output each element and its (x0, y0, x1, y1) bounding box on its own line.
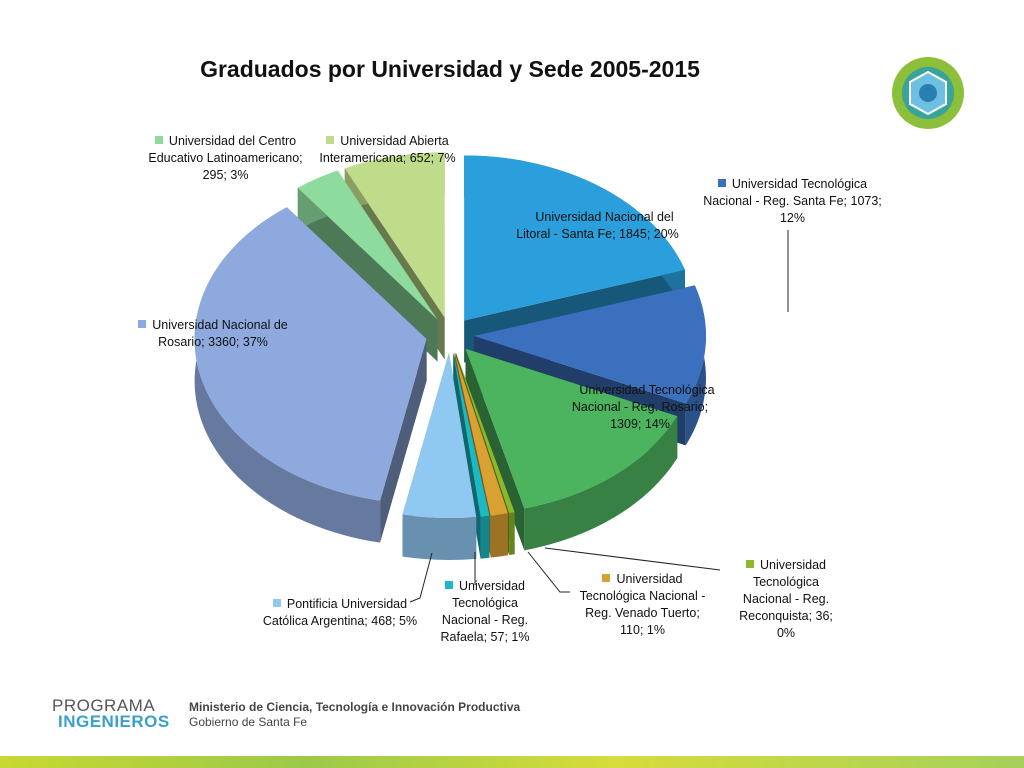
legend-key (602, 574, 611, 582)
slice-side (509, 512, 515, 556)
slice-side (524, 416, 678, 551)
data-label: Pontificia Universidad Católica Argentin… (255, 596, 425, 630)
slice (194, 207, 427, 501)
slice (297, 170, 438, 320)
data-label: Universidad Tecnológica Nacional - Reg. … (575, 571, 710, 639)
slice (465, 348, 678, 509)
label-text: Universidad Abierta Interamericana; 652;… (319, 134, 456, 165)
legend-key (326, 136, 335, 144)
data-label: Universidad Tecnológica Nacional - Reg. … (430, 578, 540, 646)
label-text: Universidad Nacional de Rosario; 3360; 3… (152, 318, 288, 349)
data-label: Universidad Tecnológica Nacional - Reg. … (560, 382, 720, 433)
slice (344, 152, 445, 318)
slice-side (490, 513, 508, 558)
legend-key (565, 385, 574, 393)
slice-side (380, 338, 427, 543)
label-text: Pontificia Universidad Católica Argentin… (262, 597, 418, 628)
label-text: Universidad del Centro Educativo Latinoa… (148, 134, 303, 182)
logo-text: PROGRAMA (52, 696, 156, 715)
label-text: Universidad Tecnológica Nacional - Reg. … (739, 558, 833, 640)
legend-key (272, 599, 281, 607)
legend-key (444, 581, 453, 589)
data-label: Universidad Nacional del Litoral - Santa… (515, 209, 680, 243)
label-text: Universidad Tecnológica Nacional - Reg. … (440, 579, 530, 644)
slice-side (194, 207, 381, 543)
label-text: Universidad Tecnológica Nacional - Reg. … (571, 383, 715, 431)
government: Gobierno de Santa Fe (189, 715, 308, 729)
chart-title: Graduados por Universidad y Sede 2005-20… (200, 56, 700, 82)
slice (455, 352, 515, 514)
slice-side (402, 514, 477, 560)
slice (402, 352, 477, 518)
data-label: Universidad Abierta Interamericana; 652;… (300, 133, 475, 167)
data-label: Universidad Tecnológica Nacional - Reg. … (730, 557, 842, 642)
slice (473, 285, 706, 404)
legend-key (138, 320, 147, 328)
legend-key (521, 212, 530, 220)
slice (453, 352, 490, 517)
data-label: Universidad Nacional de Rosario; 3360; 3… (128, 317, 298, 351)
label-text: Universidad Nacional del Litoral - Santa… (516, 210, 679, 241)
legend-key (154, 136, 163, 144)
data-label: Universidad Tecnológica Nacional - Reg. … (700, 176, 885, 227)
slice (464, 155, 685, 321)
label-text: Universidad Tecnológica Nacional - Reg. … (579, 572, 706, 637)
logo-text: INGENIEROS (58, 712, 170, 731)
data-label: Universidad del Centro Educativo Latinoa… (138, 133, 313, 184)
legend-key (745, 560, 754, 568)
label-text: Universidad Tecnológica Nacional - Reg. … (703, 177, 882, 225)
leader-lines (409, 230, 789, 603)
ministry: Ministerio de Ciencia, Tecnología e Inno… (189, 700, 521, 714)
slice-side (480, 515, 490, 559)
legend-key (717, 179, 726, 187)
logo-icon (892, 57, 964, 129)
footer-band (0, 756, 1024, 768)
slice (454, 352, 508, 516)
